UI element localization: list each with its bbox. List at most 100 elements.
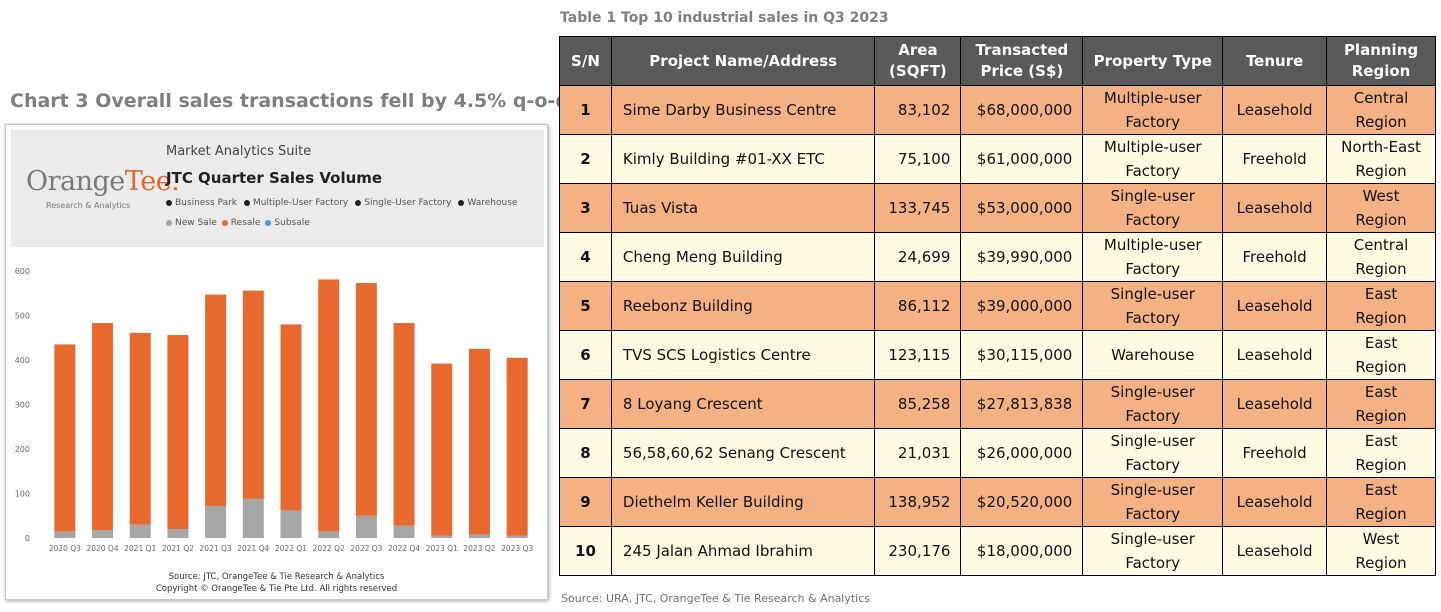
- chart-heading: Chart 3 Overall sales transactions fell …: [10, 90, 569, 112]
- top-sales-table: S/N Project Name/Address Area (SQFT) Transac…: [559, 36, 1436, 576]
- legend-item[interactable]: Business Park: [166, 198, 237, 208]
- column-header: Project Name/Address: [610, 36, 876, 86]
- bar-new-sale: [54, 531, 76, 538]
- y-tick-label: 600: [15, 267, 30, 276]
- bar-resale: [242, 290, 264, 499]
- legend-label: Resale: [230, 218, 261, 228]
- column-header-line: Transacted: [975, 41, 1069, 59]
- sn-cell: 1: [559, 85, 612, 135]
- x-tick-label: 2022 Q4: [388, 544, 420, 553]
- x-tick-label: 2020 Q4: [86, 544, 118, 553]
- bar-new-sale: [205, 505, 227, 538]
- column-header-line: Project Name/Address: [649, 51, 838, 70]
- property-type-cell-line: Multiple-user: [1103, 89, 1202, 107]
- property-type-cell: Single-user Factory: [1082, 183, 1224, 233]
- x-tick-label: 2023 Q1: [426, 544, 458, 553]
- project-name-cell: 245 Jalan Ahmad Ibrahim: [610, 526, 876, 576]
- property-type-cell-line: Single-user: [1110, 481, 1195, 499]
- chart-copyright-line: Copyright © OrangeTee & Tie Pte Ltd. All…: [155, 584, 398, 594]
- planning-region-cell: North-East Region: [1326, 134, 1436, 184]
- sn-cell: 6: [559, 330, 612, 380]
- property-type-cell-line: Single-user: [1110, 285, 1195, 303]
- property-type-cell: Multiple-user Factory: [1082, 134, 1224, 184]
- sn-cell: 10: [559, 526, 612, 576]
- legend-dot-icon: [244, 200, 250, 206]
- table-row: 2 Kimly Building #01-XX ETC 75,100 $61,000,…: [559, 134, 1436, 184]
- planning-region-cell-line: Region: [1355, 505, 1407, 523]
- price-cell: $20,520,000: [960, 477, 1084, 527]
- property-type-cell: Multiple-user Factory: [1082, 85, 1224, 135]
- legend-label: Multiple-User Factory: [253, 198, 349, 208]
- property-type-cell-line: Factory: [1125, 456, 1181, 474]
- tenure-cell: Freehold: [1222, 428, 1328, 478]
- property-type-cell-line: Single-user: [1110, 432, 1195, 450]
- chart-header: OrangeTee. Research & Analytics Market A…: [11, 130, 544, 247]
- area-cell: 123,115: [874, 330, 962, 380]
- column-header: Area (SQFT): [874, 36, 962, 86]
- bar-new-sale: [431, 535, 453, 538]
- planning-region-cell-line: Region: [1355, 113, 1407, 131]
- legend-series-row: New Sale Resale Subsale: [166, 218, 310, 228]
- property-type-cell: Single-user Factory: [1082, 428, 1224, 478]
- tenure-cell: Freehold: [1222, 134, 1328, 184]
- column-header: S/N: [559, 36, 612, 86]
- y-tick-label: 100: [15, 490, 30, 499]
- area-cell: 83,102: [874, 85, 962, 135]
- price-cell: $39,000,000: [960, 281, 1084, 331]
- bar-resale: [54, 344, 76, 532]
- x-tick-label: 2023 Q3: [501, 544, 533, 553]
- planning-region-cell: West Region: [1326, 526, 1436, 576]
- planning-region-cell-line: Central: [1353, 89, 1409, 107]
- legend-item[interactable]: Warehouse: [458, 198, 517, 208]
- price-cell: $26,000,000: [960, 428, 1084, 478]
- bar-new-sale: [318, 531, 340, 538]
- price-cell: $39,990,000: [960, 232, 1084, 282]
- legend-dot-icon: [221, 220, 228, 226]
- legend-label: Subsale: [274, 218, 310, 228]
- tenure-cell: Freehold: [1222, 232, 1328, 282]
- legend-item[interactable]: Resale: [221, 218, 261, 228]
- legend-item[interactable]: New Sale: [166, 218, 217, 228]
- planning-region-cell-line: East: [1364, 334, 1398, 352]
- legend-item[interactable]: Single-User Factory: [355, 198, 451, 208]
- planning-region-cell-line: East: [1364, 432, 1398, 450]
- bar-new-sale: [129, 524, 151, 538]
- column-header-line: Planning: [1343, 41, 1419, 59]
- property-type-cell: Single-user Factory: [1082, 379, 1224, 429]
- property-type-cell-line: Single-user: [1110, 187, 1195, 205]
- column-header-line: Region: [1351, 62, 1411, 80]
- bar-new-sale: [393, 525, 415, 538]
- table-row: 9 Diethelm Keller Building 138,952 $20,520,…: [559, 477, 1436, 527]
- property-type-cell-line: Factory: [1125, 260, 1181, 278]
- column-header: Property Type: [1082, 36, 1224, 86]
- legend-label: New Sale: [175, 218, 217, 228]
- bar-new-sale: [280, 510, 302, 538]
- legend-item[interactable]: Subsale: [265, 218, 310, 228]
- area-cell: 21,031: [874, 428, 962, 478]
- legend-filter-row: Business Park Multiple-User Factory Single…: [166, 198, 517, 208]
- property-type-cell-line: Factory: [1125, 113, 1181, 131]
- logo-main-text: Orange: [26, 166, 125, 197]
- sn-cell: 2: [559, 134, 612, 184]
- x-tick-label: 2021 Q1: [124, 544, 156, 553]
- bar-new-sale: [92, 529, 114, 538]
- x-tick-label: 2022 Q3: [350, 544, 382, 553]
- planning-region-cell-line: Region: [1355, 260, 1407, 278]
- legend-dot-icon: [355, 200, 362, 206]
- y-tick-label: 500: [15, 312, 30, 321]
- bar-resale: [205, 294, 227, 506]
- planning-region-cell-line: Region: [1355, 554, 1407, 572]
- area-cell: 75,100: [874, 134, 962, 184]
- legend-item[interactable]: Multiple-User Factory: [244, 198, 348, 208]
- table-row: 10 245 Jalan Ahmad Ibrahim 230,176 $18,000,…: [559, 526, 1436, 576]
- tenure-cell: Leasehold: [1222, 526, 1328, 576]
- legend-dot-icon: [166, 220, 172, 226]
- property-type-cell-line: Multiple-user: [1103, 236, 1202, 254]
- price-cell: $53,000,000: [960, 183, 1084, 233]
- property-type-cell-line: Factory: [1125, 554, 1181, 572]
- price-cell: $27,813,838: [960, 379, 1084, 429]
- planning-region-cell: Central Region: [1326, 85, 1436, 135]
- column-header-line: Area: [898, 41, 938, 59]
- project-name-cell: 56,58,60,62 Senang Crescent: [610, 428, 876, 478]
